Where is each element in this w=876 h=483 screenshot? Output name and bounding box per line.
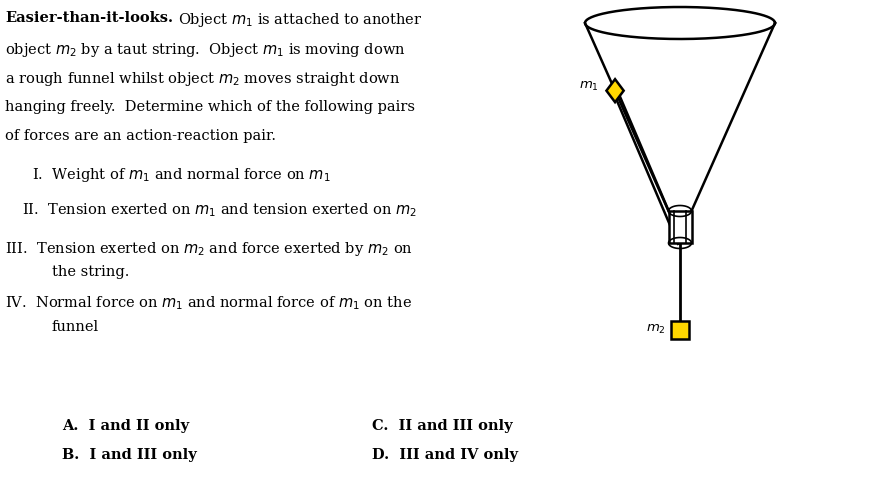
Text: funnel: funnel [52, 320, 99, 334]
Text: $m_1$: $m_1$ [579, 80, 598, 93]
Text: hanging freely.  Determine which of the following pairs: hanging freely. Determine which of the f… [5, 99, 415, 114]
Text: Easier-than-it-looks.: Easier-than-it-looks. [5, 11, 173, 25]
Text: $m_2$: $m_2$ [646, 323, 667, 336]
Text: of forces are an action-reaction pair.: of forces are an action-reaction pair. [5, 129, 276, 143]
Text: the string.: the string. [52, 266, 130, 280]
Text: III.  Tension exerted on $m_2$ and force exerted by $m_2$ on: III. Tension exerted on $m_2$ and force … [5, 240, 413, 257]
Text: D.  III and IV only: D. III and IV only [372, 449, 518, 463]
Text: II.  Tension exerted on $m_1$ and tension exerted on $m_2$: II. Tension exerted on $m_1$ and tension… [22, 202, 417, 219]
Text: IV.  Normal force on $m_1$ and normal force of $m_1$ on the: IV. Normal force on $m_1$ and normal for… [5, 294, 412, 312]
Text: Object $m_1$ is attached to another: Object $m_1$ is attached to another [179, 11, 423, 29]
Text: C.  II and III only: C. II and III only [372, 419, 512, 433]
Text: A.  I and II only: A. I and II only [62, 419, 189, 433]
Text: I.  Weight of $m_1$ and normal force on $m_1$: I. Weight of $m_1$ and normal force on $… [32, 166, 331, 184]
Polygon shape [606, 79, 624, 102]
Text: object $m_2$ by a taut string.  Object $m_1$ is moving down: object $m_2$ by a taut string. Object $m… [5, 41, 406, 58]
Bar [671, 321, 689, 339]
Text: a rough funnel whilst object $m_2$ moves straight down: a rough funnel whilst object $m_2$ moves… [5, 70, 400, 88]
Text: B.  I and III only: B. I and III only [62, 449, 197, 463]
Bar [668, 211, 691, 243]
